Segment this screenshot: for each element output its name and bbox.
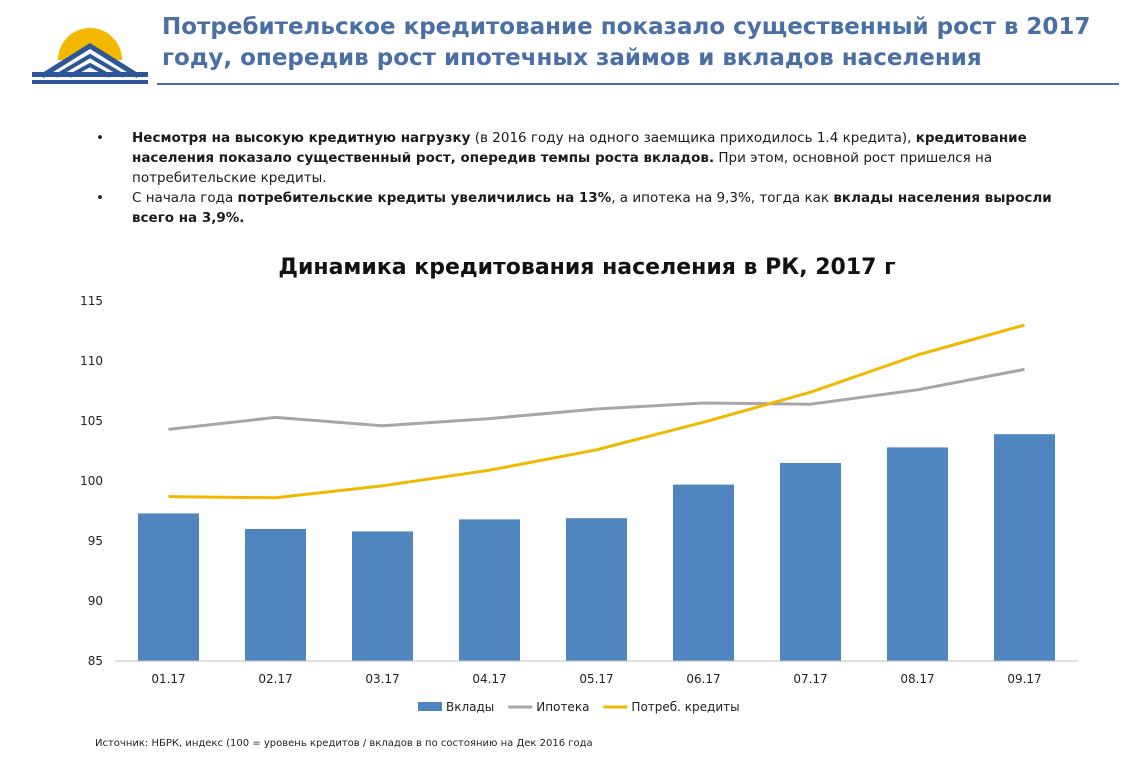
x-tick-label: 08.17	[900, 672, 934, 686]
bar-vklady	[352, 531, 413, 661]
chart-title: Динамика кредитования населения в РК, 20…	[278, 255, 896, 280]
bullet-item: • С начала года потребительские кредиты …	[96, 190, 1052, 226]
bullet-item: • Несмотря на высокую кредитную нагрузку…	[96, 130, 1027, 186]
bar-vklady	[138, 513, 199, 661]
bar-vklady	[994, 434, 1055, 661]
bullet-list: • Несмотря на высокую кредитную нагрузку…	[96, 128, 1056, 228]
x-tick-label: 02.17	[258, 672, 292, 686]
bar-vklady	[459, 519, 520, 661]
bar-vklady	[887, 447, 948, 661]
x-tick-label: 06.17	[686, 672, 720, 686]
legend-label: Вклады	[446, 700, 494, 714]
y-tick-label: 95	[88, 534, 103, 548]
x-tick-label: 09.17	[1007, 672, 1041, 686]
bar-vklady	[780, 463, 841, 661]
y-tick-label: 110	[80, 354, 103, 368]
line-potreb-krediti	[168, 323, 1025, 500]
y-tick-label: 115	[80, 294, 103, 308]
y-tick-label: 100	[80, 474, 103, 488]
legend-swatch	[418, 702, 442, 711]
x-tick-label: 03.17	[365, 672, 399, 686]
line-ipoteka	[168, 367, 1025, 431]
title-divider	[157, 83, 1119, 85]
legend-label: Ипотека	[536, 700, 589, 714]
x-tick-label: 04.17	[472, 672, 506, 686]
page-title: Потребительское кредитование показало су…	[162, 14, 1091, 71]
legend-label: Потреб. кредиты	[631, 700, 739, 714]
x-tick-label: 01.17	[151, 672, 185, 686]
bar-vklady	[245, 529, 306, 661]
x-tick-label: 05.17	[579, 672, 613, 686]
source-note: Источник: НБРК, индекс (100 = уровень кр…	[95, 738, 593, 749]
bar-vklady	[566, 518, 627, 661]
y-tick-label: 90	[88, 594, 103, 608]
logo	[32, 28, 148, 84]
y-tick-label: 105	[80, 414, 103, 428]
y-tick-label: 85	[88, 654, 103, 668]
bar-vklady	[673, 484, 734, 661]
x-tick-label: 07.17	[793, 672, 827, 686]
